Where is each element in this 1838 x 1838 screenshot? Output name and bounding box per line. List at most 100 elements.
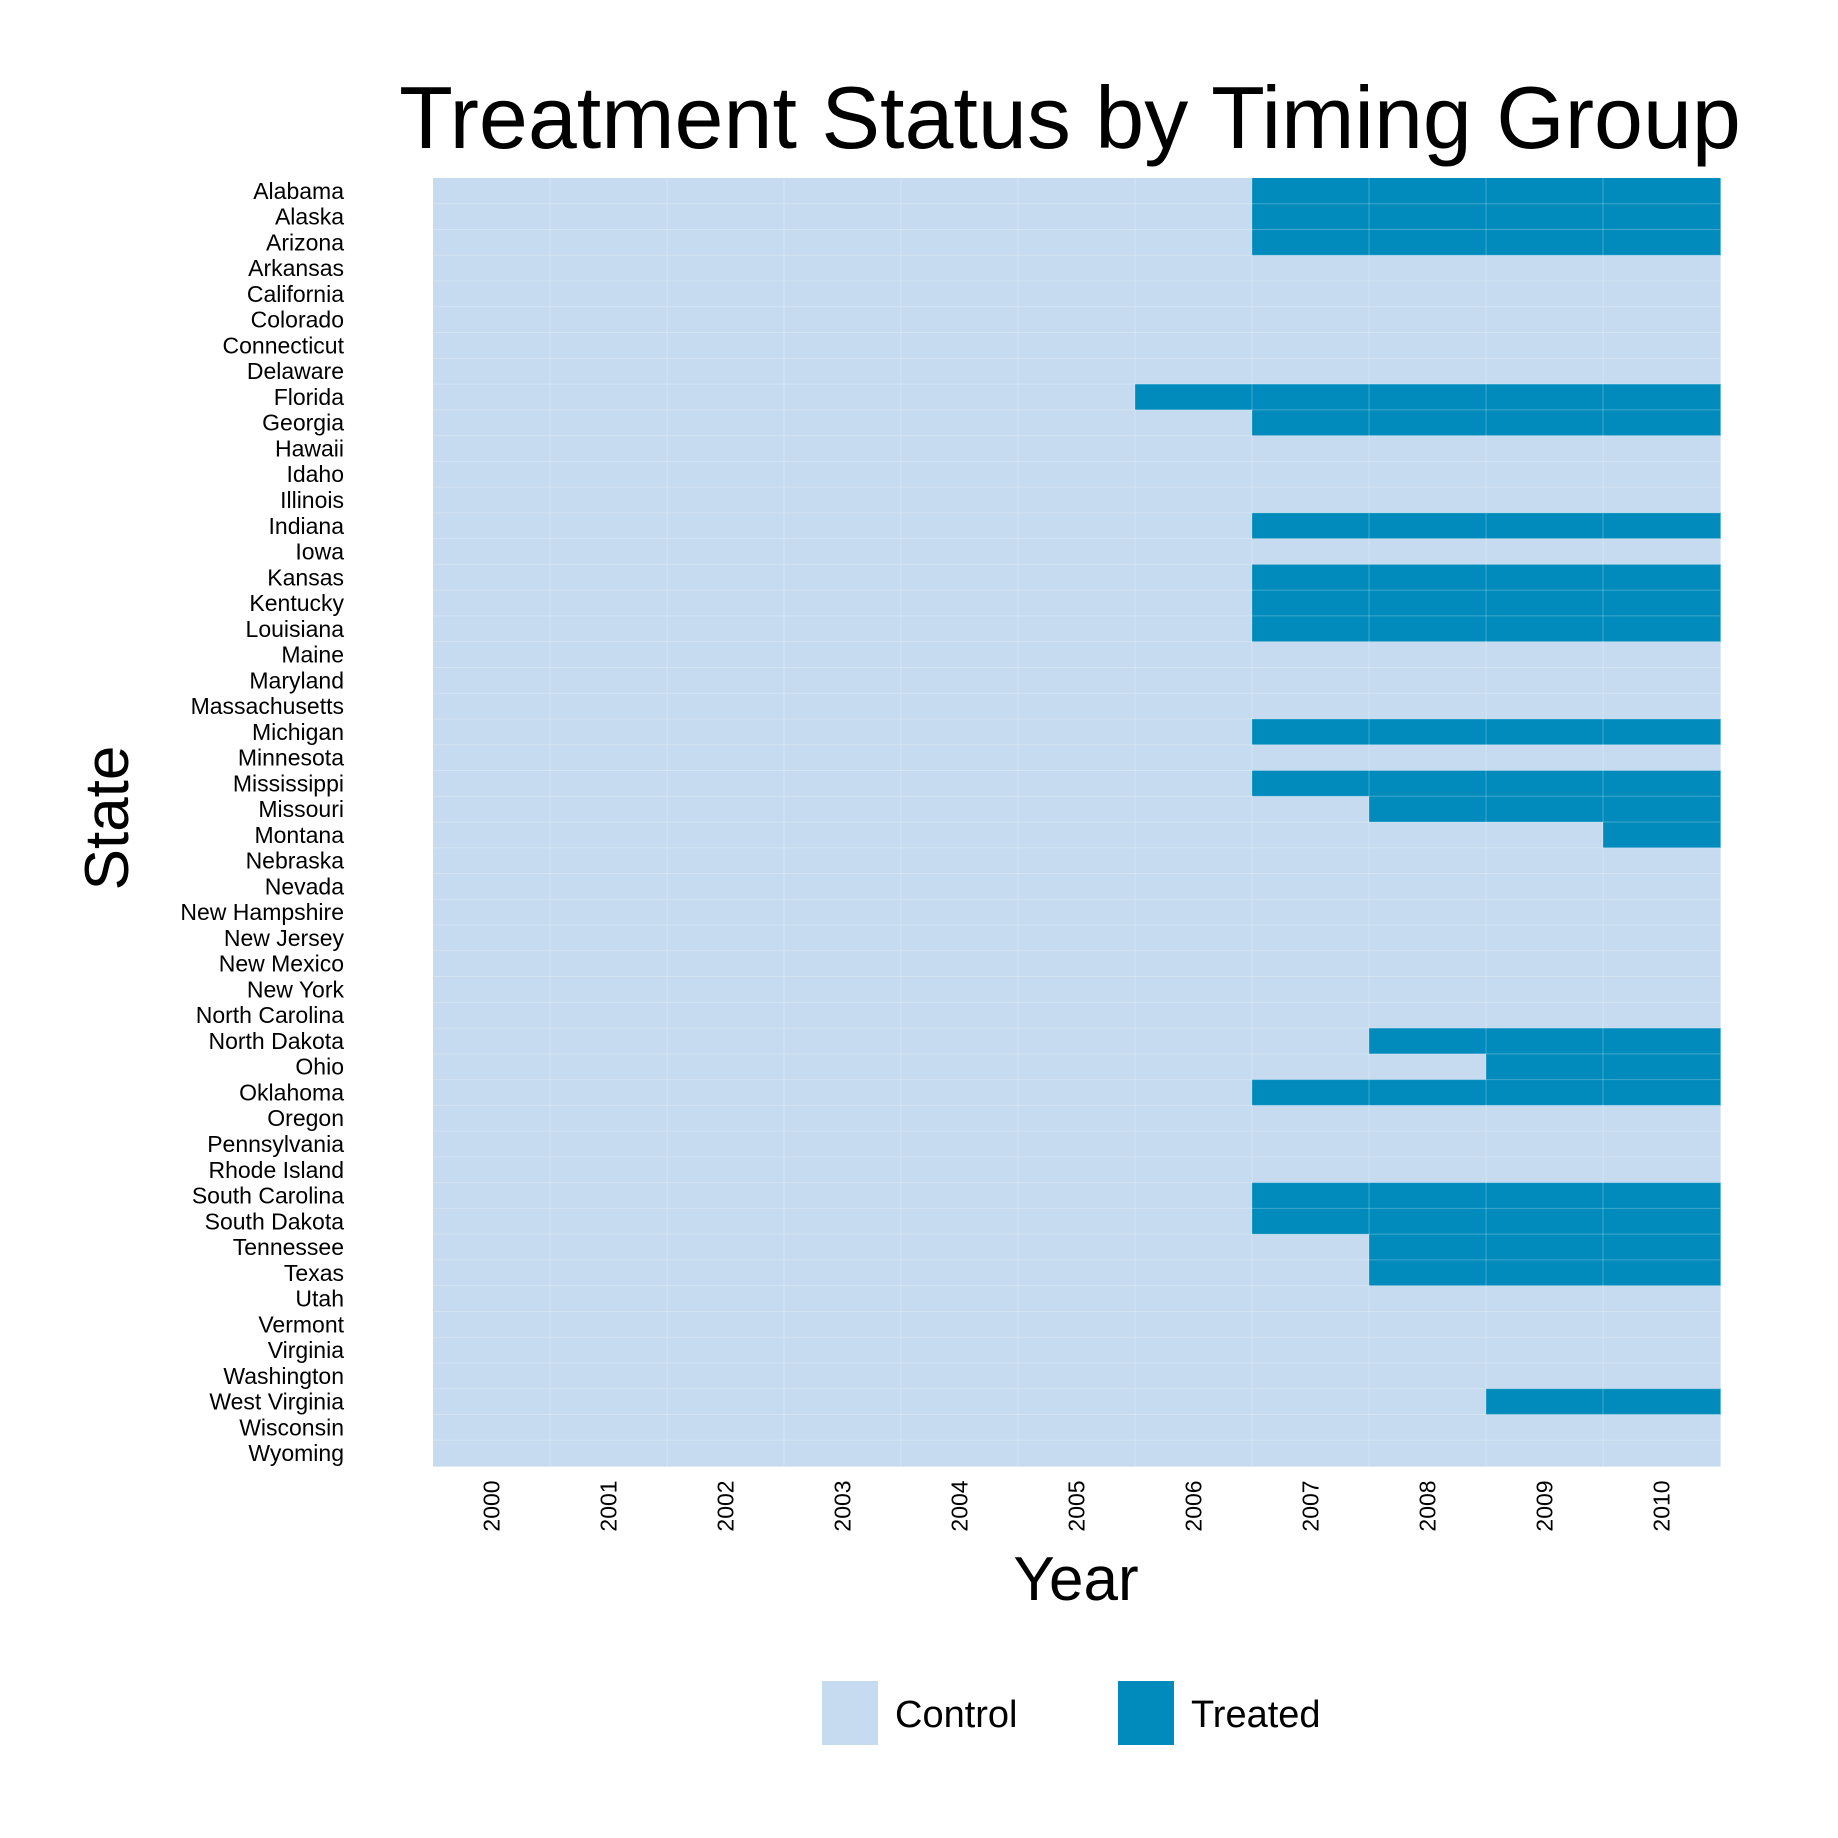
heatmap-cell: [1135, 1362, 1253, 1390]
heatmap-cell: [1603, 332, 1721, 359]
heatmap-cell: [667, 976, 785, 1003]
heatmap-cell: [433, 667, 551, 694]
heatmap-cell: [1135, 409, 1253, 437]
heatmap-cell: [1369, 796, 1487, 823]
heatmap-cell: [433, 976, 551, 1003]
heatmap-cell: [1603, 1002, 1721, 1029]
heatmap-cell: [1252, 770, 1370, 797]
heatmap-cell: [901, 564, 1019, 591]
heatmap-cell: [667, 641, 785, 669]
heatmap-cell: [1135, 1234, 1253, 1261]
heatmap-cell: [1603, 178, 1721, 205]
heatmap-cell: [784, 178, 902, 205]
heatmap-cell: [667, 667, 785, 694]
heatmap-cell: [1135, 1131, 1253, 1158]
heatmap-cell: [1135, 487, 1253, 514]
heatmap-cell: [1369, 615, 1487, 643]
heatmap-cell: [550, 1002, 668, 1029]
heatmap-cell: [1018, 255, 1136, 282]
heatmap-cell: [433, 332, 551, 359]
heatmap-cell: [901, 976, 1019, 1003]
heatmap-cell: [433, 950, 551, 978]
heatmap-cell: [1135, 770, 1253, 797]
heatmap-cell: [550, 1414, 668, 1441]
x-tick-label: 2008: [1415, 1480, 1441, 1531]
heatmap-cell: [1603, 667, 1721, 694]
heatmap-cell: [550, 976, 668, 1003]
heatmap-cell: [1486, 203, 1604, 231]
y-tick-label: Delaware: [247, 358, 344, 384]
heatmap-cell: [1135, 203, 1253, 231]
heatmap-cell: [1486, 255, 1604, 282]
heatmap-cell: [1486, 1259, 1604, 1287]
heatmap-cell: [784, 1131, 902, 1158]
heatmap-cell: [784, 667, 902, 694]
heatmap-cell: [901, 435, 1019, 462]
heatmap-cell: [1369, 590, 1487, 617]
heatmap-cell: [1486, 1285, 1604, 1313]
heatmap-cell: [901, 1105, 1019, 1132]
heatmap-cell: [667, 538, 785, 565]
heatmap-cell: [1486, 770, 1604, 797]
heatmap-cell: [433, 822, 551, 849]
heatmap-cell: [1486, 1337, 1604, 1364]
heatmap-cell: [550, 255, 668, 282]
heatmap-cell: [667, 1311, 785, 1338]
heatmap-cell: [901, 1002, 1019, 1029]
heatmap-cell: [1018, 796, 1136, 823]
heatmap-cell: [1603, 976, 1721, 1003]
heatmap-cell: [1603, 1440, 1721, 1467]
y-tick-label: New Jersey: [224, 925, 345, 951]
heatmap-cell: [784, 1337, 902, 1364]
heatmap-cell: [550, 409, 668, 437]
heatmap-cell: [1252, 1131, 1370, 1158]
heatmap-cell: [784, 203, 902, 231]
heatmap-cell: [1018, 1053, 1136, 1081]
heatmap-cell: [1369, 899, 1487, 926]
heatmap-cell: [1135, 255, 1253, 282]
heatmap-cell: [667, 1285, 785, 1313]
heatmap-cell: [550, 615, 668, 643]
heatmap-cell: [1369, 1234, 1487, 1261]
heatmap-cell: [1486, 564, 1604, 591]
heatmap-cell: [667, 615, 785, 643]
heatmap-cell: [433, 693, 551, 720]
heatmap-cell: [550, 1131, 668, 1158]
heatmap-cell: [1486, 1362, 1604, 1390]
heatmap-cell: [550, 512, 668, 540]
heatmap-cell: [1369, 1002, 1487, 1029]
heatmap-cell: [1369, 1285, 1487, 1313]
heatmap-cell: [1369, 641, 1487, 669]
heatmap-cell: [550, 770, 668, 797]
heatmap-cell: [550, 950, 668, 978]
heatmap-cell: [1018, 1002, 1136, 1029]
heatmap-cell: [1018, 718, 1136, 746]
heatmap-cell: [433, 1156, 551, 1184]
heatmap-cell: [901, 1259, 1019, 1287]
heatmap-cell: [1018, 1182, 1136, 1209]
heatmap-cell: [1018, 538, 1136, 565]
heatmap-cell: [550, 1234, 668, 1261]
heatmap-cell: [1603, 435, 1721, 462]
heatmap-cell: [1135, 718, 1253, 746]
y-tick-label: Missouri: [258, 796, 344, 822]
heatmap-cell: [1603, 1208, 1721, 1235]
heatmap-cell: [1252, 1362, 1370, 1390]
heatmap-cell: [1369, 1028, 1487, 1055]
heatmap-cell: [1018, 229, 1136, 256]
heatmap-cell: [1018, 1259, 1136, 1287]
heatmap-cell: [901, 1234, 1019, 1261]
heatmap-cell: [550, 590, 668, 617]
heatmap-cell: [1135, 796, 1253, 823]
heatmap-cell: [433, 873, 551, 900]
heatmap-cell: [1486, 358, 1604, 385]
heatmap-cell: [1018, 693, 1136, 720]
y-tick-label: Utah: [295, 1286, 344, 1312]
heatmap-cell: [1603, 358, 1721, 385]
heatmap-cell: [1486, 667, 1604, 694]
heatmap-cell: [1018, 1337, 1136, 1364]
heatmap-cell: [1603, 1131, 1721, 1158]
heatmap-cell: [433, 281, 551, 308]
heatmap-cell: [1486, 950, 1604, 978]
heatmap-cell: [1135, 590, 1253, 617]
